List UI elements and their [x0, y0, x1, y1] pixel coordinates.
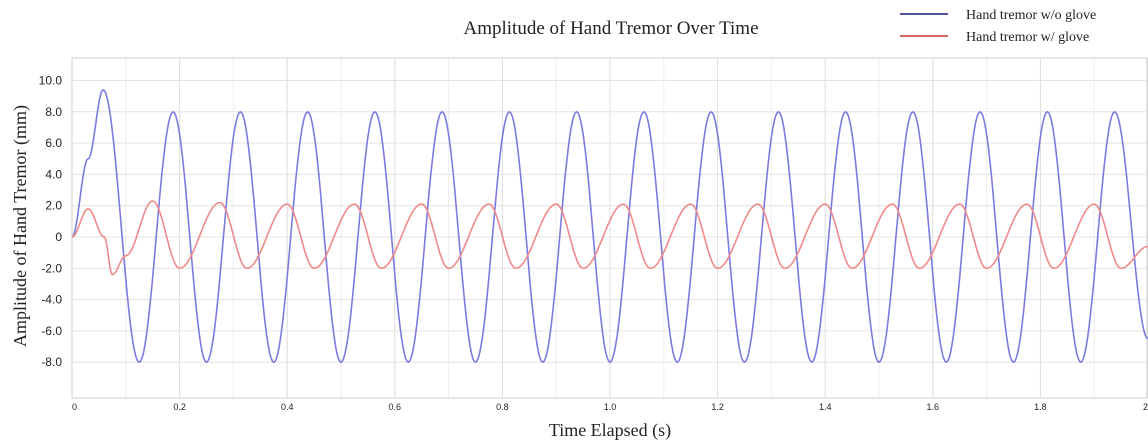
y-tick-label: -6.0 [41, 324, 62, 338]
x-tick-label: 1.6 [927, 402, 940, 412]
x-tick-label: 1.2 [711, 402, 724, 412]
y-tick-label: 10.0 [39, 74, 63, 88]
x-tick-label: 1.4 [819, 402, 832, 412]
y-tick-label: 0 [55, 230, 62, 244]
x-axis-title: Time Elapsed (s) [549, 420, 671, 441]
y-tick-label: 6.0 [45, 136, 62, 150]
legend: Hand tremor w/o glove Hand tremor w/ glov… [900, 8, 1096, 45]
x-tick-label: 0.4 [281, 402, 294, 412]
y-tick-label: 8.0 [45, 105, 62, 119]
series-layer [71, 89, 1148, 363]
grid-lines [71, 58, 1148, 398]
plot-border [71, 57, 1148, 399]
x-tick-label: 0.8 [496, 402, 509, 412]
x-tick-label: 1.0 [604, 402, 617, 412]
legend-label: Hand tremor w/ glove [966, 30, 1089, 45]
chart-title: Amplitude of Hand Tremor Over Time [463, 18, 758, 39]
y-tick-label: -8.0 [41, 355, 62, 369]
series-line-without-glove [71, 89, 1148, 363]
y-tick-label: 2.0 [45, 199, 62, 213]
x-tick-label: 1.8 [1034, 402, 1047, 412]
x-tick-label: 0 [72, 402, 77, 412]
y-tick-label: 4.0 [45, 167, 62, 181]
y-axis-title: Amplitude of Hand Tremor (mm) [10, 105, 31, 347]
legend-label: Hand tremor w/o glove [966, 8, 1096, 23]
series-line-with-glove [71, 200, 1148, 276]
x-axis-ticks: 0 0.2 0.4 0.6 0.8 1.0 1.2 1.4 1.6 1.8 2 [72, 402, 1148, 412]
y-tick-label: -4.0 [41, 293, 62, 307]
plot-frame [71, 57, 1148, 399]
x-tick-label: 0.6 [389, 402, 402, 412]
x-tick-label: 0.2 [173, 402, 186, 412]
y-tick-label: -2.0 [41, 261, 62, 275]
x-tick-label: 2 [1143, 402, 1148, 412]
y-axis-ticks: 10.0 8.0 6.0 4.0 2.0 0 -2.0 -4.0 -6.0 -8.0 [39, 74, 63, 370]
